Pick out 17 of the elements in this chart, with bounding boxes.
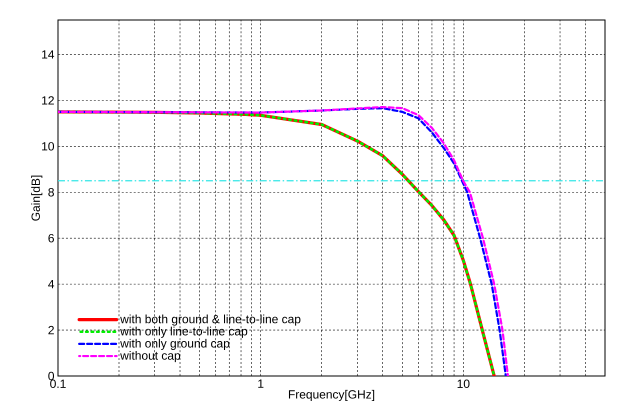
y-tick-label: 12: [42, 96, 54, 105]
y-tick-label: 14: [42, 50, 54, 59]
y-tick-label: 4: [48, 280, 54, 288]
y-axis-title: Gain[dB]: [31, 176, 42, 221]
legend-label: with both ground & line-to-line cap: [120, 314, 300, 326]
y-tick-label: 6: [48, 234, 54, 242]
y-tick-label: 10: [42, 142, 54, 151]
y-tick-label: 8: [48, 188, 54, 196]
legend-label: without cap: [120, 350, 180, 362]
y-tick-label: 2: [48, 326, 54, 334]
x-tick-label: 10: [458, 380, 470, 388]
x-axis-title: Frequency[GHz]: [288, 390, 374, 401]
legend-label: with only line-to-line cap: [120, 326, 248, 338]
y-tick-label: 0: [48, 372, 54, 380]
legend-label: with only ground cap: [120, 338, 230, 350]
x-tick-label: 1: [258, 380, 264, 388]
x-tick-label: 0.1: [50, 380, 66, 388]
